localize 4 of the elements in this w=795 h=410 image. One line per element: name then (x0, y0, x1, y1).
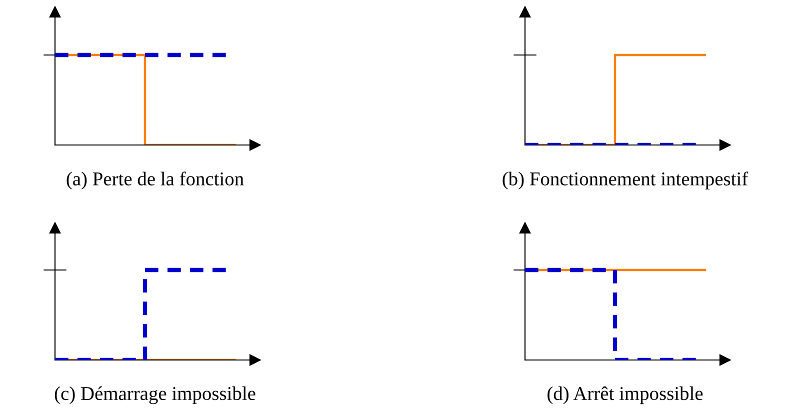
text: (d) Arrêt impossible (548, 386, 703, 404)
text: (c) Démarrage impossible (54, 386, 256, 404)
text: (b) Fonctionnement intempestif (502, 172, 748, 190)
text: (a) Perte de la fonction (66, 172, 244, 190)
